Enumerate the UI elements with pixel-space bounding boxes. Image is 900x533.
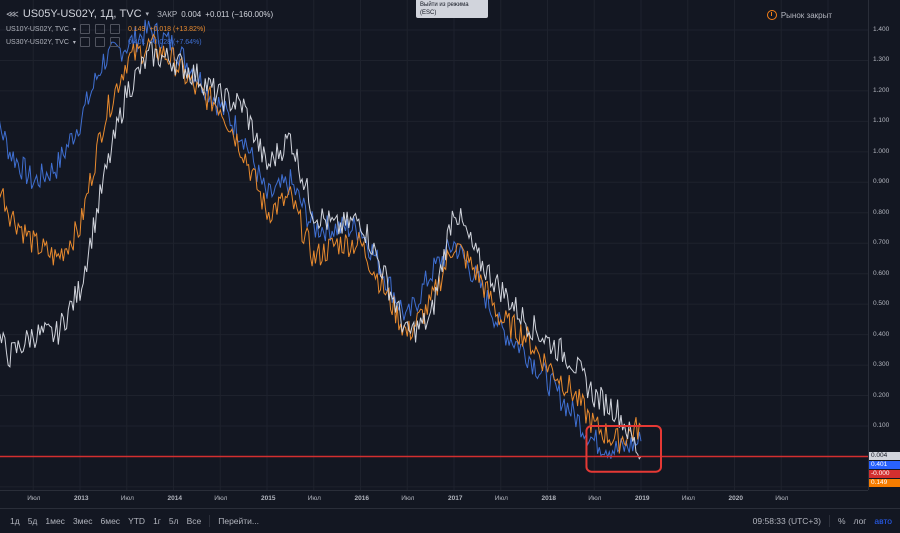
price-tick-label: 0.300 <box>873 361 890 369</box>
price-tag: 0.149 <box>869 479 900 487</box>
time-tick-label: 2014 <box>167 495 182 502</box>
price-tick-label: 1.100 <box>873 117 890 125</box>
time-tick-label: 2015 <box>261 495 276 502</box>
time-tick-label: Июл <box>775 495 789 502</box>
price-tag: -0.000 <box>869 470 900 478</box>
tooltip-line-2: (ESC) <box>420 10 437 16</box>
range-button[interactable]: 6мес <box>100 516 121 526</box>
range-button[interactable]: 1г <box>153 516 161 526</box>
chevron-down-icon[interactable]: ▾ <box>72 39 76 46</box>
price-tick-label: 0.800 <box>873 208 890 216</box>
collapse-icon[interactable]: ⋘ <box>6 8 19 19</box>
time-tick-label: 2019 <box>635 495 650 502</box>
market-status[interactable]: Рынок закрыт <box>766 10 832 20</box>
compare-symbol-2[interactable]: US30Y-US02Y, TVC <box>6 38 69 46</box>
price-scale[interactable]: 1.400 1.300 1.200 1.100 1.000 0.900 0.800 0.700… <box>868 0 900 490</box>
time-tick-label: Июл <box>27 495 41 502</box>
price-tick-label: 1.400 <box>873 26 890 33</box>
time-tick-label: Июл <box>307 495 321 502</box>
time-tick-label: 2013 <box>74 495 89 502</box>
settings-icon[interactable] <box>94 37 105 47</box>
time-tick-label: 2020 <box>728 495 743 502</box>
goto-date-button[interactable]: Перейти... <box>218 516 259 526</box>
time-scale[interactable]: Июл 2013 Июл 2014 Июл 2015 Июл 2016 Июл 2017 Июл 20… <box>0 490 868 509</box>
time-tick-label: Июл <box>588 495 602 502</box>
main-legend: ⋘ US05Y-US02Y, 1Д, TVC ▾ ЗАКР 0.004 +0.0… <box>6 8 273 20</box>
market-status-label: Рынок закрыт <box>780 10 832 20</box>
range-button[interactable]: 1д <box>10 516 20 526</box>
price-tick-label: 0.700 <box>873 239 890 247</box>
tooltip-line-1: Выйти из режима <box>420 2 469 8</box>
close-icon[interactable] <box>109 24 120 34</box>
clock-icon <box>766 10 777 20</box>
compare-change-1: +0.018 (+13.82%) <box>149 25 206 33</box>
eye-icon[interactable] <box>79 37 90 47</box>
price-tick-label: 0.500 <box>873 300 890 308</box>
price-tick-label: 1.200 <box>873 86 890 94</box>
exit-mode-tooltip: Выйти из режима (ESC) <box>416 0 488 18</box>
main-symbol-title[interactable]: US05Y-US02Y, 1Д, TVC <box>22 8 142 20</box>
auto-toggle[interactable]: авто <box>874 516 892 526</box>
time-tick-label: 2016 <box>354 495 369 502</box>
range-button[interactable]: 1мес <box>45 516 65 526</box>
close-label: ЗАКР <box>157 9 178 19</box>
range-button[interactable]: YTD <box>128 516 146 526</box>
price-tick-label: 0.100 <box>873 422 890 429</box>
series-line-us05y-us02y[interactable] <box>0 41 642 460</box>
time-tick-label: Июл <box>681 495 695 502</box>
compare-legend-1: US10Y-US02Y, TVC ▾ 0.149 +0.018 (+13.82%… <box>6 24 206 34</box>
range-button[interactable]: 5д <box>27 516 38 526</box>
highlight-rectangle[interactable] <box>585 425 662 473</box>
time-tick-label: 2017 <box>448 495 463 502</box>
separator <box>828 515 830 527</box>
price-tick-label: 0.200 <box>873 391 890 399</box>
time-tick-label: Июл <box>214 495 228 502</box>
price-tick-label: 0.900 <box>873 178 890 186</box>
price-tag: 0.401 <box>869 461 900 469</box>
time-tick-label: Июл <box>120 495 134 502</box>
compare-value-1: 0.149 <box>127 25 146 33</box>
grid <box>0 0 868 490</box>
compare-legend-2: US30Y-US02Y, TVC ▾ 0.401 +0.028 (+7.64%) <box>6 37 202 47</box>
range-button[interactable]: Все <box>186 516 202 526</box>
change-value: +0.011 (−160.00%) <box>205 9 274 19</box>
bottom-toolbar: 1д 5д 1мес 3мес 6мес YTD 1г 5л Все Перейти... 09… <box>0 508 900 533</box>
price-tag: 0.004 <box>869 452 900 460</box>
separator <box>209 515 211 527</box>
time-tick-label: Июл <box>401 495 415 502</box>
price-tick-label: 0.600 <box>873 269 890 277</box>
close-icon[interactable] <box>109 37 120 47</box>
chart-plot[interactable] <box>0 0 868 490</box>
percent-toggle[interactable]: % <box>837 516 846 526</box>
close-value: 0.004 <box>181 9 202 19</box>
compare-change-2: +0.028 (+7.64%) <box>149 38 202 46</box>
chevron-down-icon[interactable]: ▾ <box>145 11 150 18</box>
series-line-us30y-us02y[interactable] <box>0 19 642 459</box>
compare-symbol-1[interactable]: US10Y-US02Y, TVC <box>6 25 69 33</box>
time-tick-label: Июл <box>494 495 508 502</box>
range-button[interactable]: 5л <box>168 516 179 526</box>
price-tick-label: 0.400 <box>873 330 890 338</box>
range-button[interactable]: 3мес <box>72 516 93 526</box>
time-tick-label: 2018 <box>541 495 556 502</box>
price-tick-label: 1.300 <box>873 56 890 64</box>
log-toggle[interactable]: лог <box>853 516 867 526</box>
chart-area[interactable]: ⋘ US05Y-US02Y, 1Д, TVC ▾ ЗАКР 0.004 +0.0… <box>0 0 868 490</box>
series-line-us10y-us02y[interactable] <box>0 33 642 454</box>
chevron-down-icon[interactable]: ▾ <box>72 26 76 33</box>
settings-icon[interactable] <box>94 24 105 34</box>
range-buttons: 1д 5д 1мес 3мес 6мес YTD 1г 5л Все <box>6 516 205 526</box>
eye-icon[interactable] <box>79 24 90 34</box>
clock-time[interactable]: 09:58:33 (UTC+3) <box>752 516 821 526</box>
price-tick-label: 1.000 <box>873 147 890 155</box>
compare-value-2: 0.401 <box>127 38 146 46</box>
